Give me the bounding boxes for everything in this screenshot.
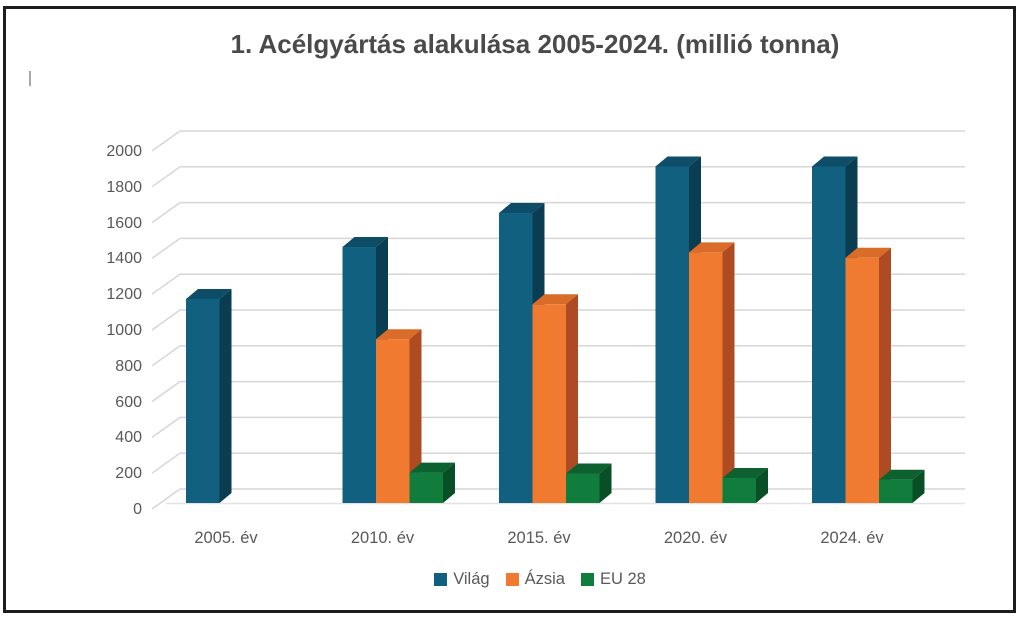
gridline-depth-connector [151, 130, 181, 152]
scan-artifact-mark [29, 71, 31, 86]
bar-ázsia-2020-top-face [689, 242, 735, 253]
bar-eu28-2020-front-face [722, 477, 756, 503]
bar-eu28-2024-side-face [912, 469, 925, 503]
bar-eu28-2015-side-face [599, 463, 612, 503]
bar-eu28-2020-side-face [756, 467, 768, 503]
bar-ázsia-2020-front-face [689, 252, 723, 503]
y-axis-label: 1200 [106, 286, 142, 304]
legend-swatch-icon [434, 573, 448, 586]
y-axis-label: 600 [115, 393, 142, 411]
bar-eu28-2020-top-face [722, 467, 768, 478]
bar-eu28-2015-top-face [566, 463, 612, 474]
bar-ázsia-2015-side-face [566, 294, 578, 503]
bar-ázsia-2024-front-face [845, 257, 879, 503]
bar-ázsia-2024-side-face [879, 247, 891, 503]
y-axis-label: 1800 [106, 178, 142, 196]
bar-világ-2005-front-face [186, 298, 220, 503]
y-axis-label: 1400 [106, 250, 142, 268]
legend-swatch-icon [505, 573, 519, 586]
x-axis-label: 2005. év [194, 529, 258, 547]
bar-ázsia-2020-side-face [722, 242, 735, 503]
y-axis-label: 1600 [106, 214, 142, 232]
bar-világ-2020-front-face [655, 166, 689, 504]
gridline-depth-connector [151, 166, 181, 188]
bar-eu28-2015-front-face [566, 473, 600, 503]
bar-ázsia-2024-top-face [845, 247, 891, 258]
bar-világ-2005-top-face [186, 288, 232, 299]
bar-eu28-2010-top-face [409, 462, 455, 473]
gridline-depth-connector [151, 237, 181, 260]
gridline-depth-connector [151, 452, 181, 474]
y-axis-label: 800 [115, 357, 142, 375]
y-axis-label: 2000 [106, 143, 142, 160]
bar-világ-2015-front-face [499, 213, 533, 503]
legend-label: EU 28 [599, 570, 646, 588]
bar-világ-2020-top-face [655, 156, 701, 167]
bar-ázsia-2010-front-face [376, 339, 410, 503]
gridline-depth-connector [151, 416, 181, 439]
bar-ázsia-2010-side-face [409, 329, 422, 503]
bar-világ-2005-side-face [219, 288, 232, 503]
bar-eu28-2010-side-face [443, 462, 455, 503]
legend-label: Ázsia [524, 570, 565, 588]
y-axis-label: 1000 [106, 322, 142, 339]
chart-title: 1. Acélgyártás alakulása 2005-2024. (mil… [230, 29, 840, 59]
legend-item-eu28: EU 28 [580, 570, 646, 589]
gridline-depth-connector [151, 380, 181, 403]
y-axis-label: 400 [115, 429, 142, 447]
gridline-depth-connector [151, 201, 181, 224]
gridline-depth-connector [151, 273, 181, 295]
bar-eu28-2024-top-face [879, 469, 925, 480]
bar-világ-2024-front-face [812, 166, 846, 504]
legend-item-ázsia: Ázsia [505, 570, 565, 589]
legend: Világ Ázsia EU 28 [50, 570, 1024, 589]
bar-ázsia-2015-top-face [532, 294, 578, 305]
bar-eu28-2010-front-face [409, 472, 443, 503]
gridline-depth-connector [151, 345, 181, 367]
y-axis-label: 200 [115, 465, 142, 483]
page-border-frame [3, 6, 1016, 613]
legend-label: Világ [453, 570, 490, 588]
bar-ázsia-2010-top-face [376, 329, 422, 340]
x-axis-label: 2015. év [507, 529, 571, 547]
x-axis-label: 2024. év [820, 529, 884, 547]
y-axis-label: 0 [133, 501, 142, 518]
bar-világ-2015-top-face [499, 203, 545, 214]
x-axis-label: 2010. év [350, 529, 415, 547]
x-axis-label: 2020. év [663, 529, 728, 547]
bar-világ-2010-front-face [342, 247, 376, 503]
bar-ázsia-2015-front-face [532, 304, 566, 503]
bar-világ-2010-top-face [342, 237, 388, 248]
bar-világ-2024-top-face [812, 156, 858, 167]
gridline-depth-connector [151, 309, 181, 331]
bar-eu28-2024-front-face [879, 479, 913, 503]
legend-item-világ: Világ [434, 570, 490, 589]
gridline-depth-connector [151, 488, 181, 510]
legend-swatch-icon [580, 573, 594, 586]
